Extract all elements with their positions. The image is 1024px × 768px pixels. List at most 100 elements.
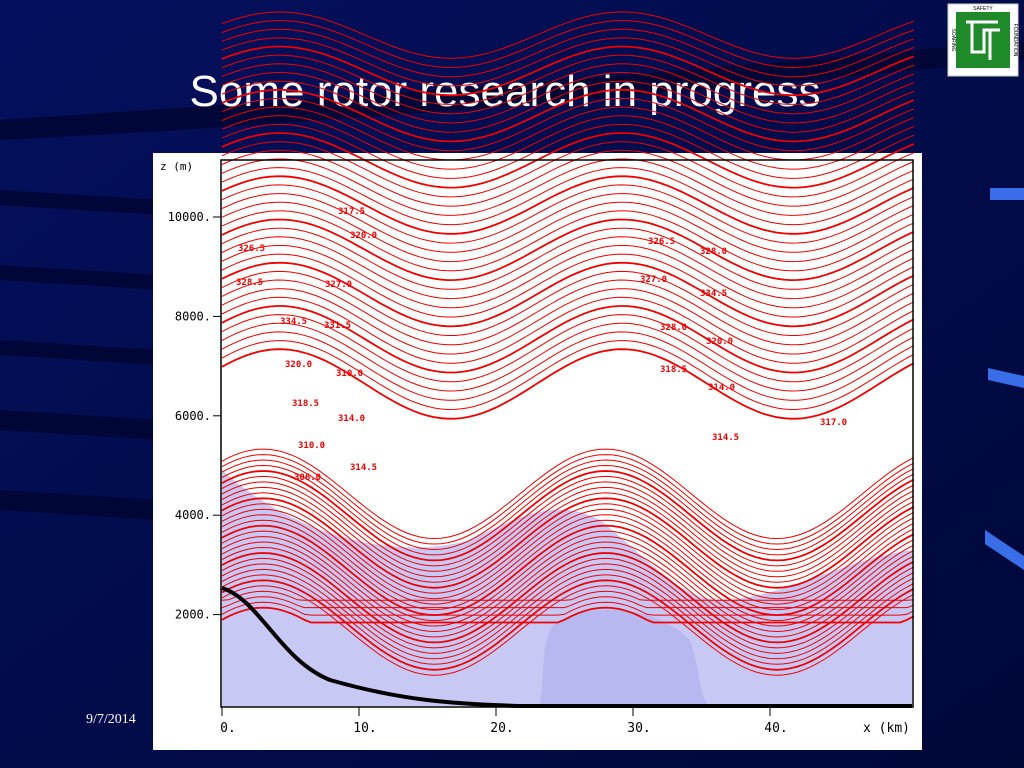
contour-label: 317.5 (338, 207, 365, 217)
rotor-core (540, 609, 710, 706)
contour-line (221, 574, 915, 665)
contour-line (221, 348, 915, 420)
contour-label: 334.5 (700, 289, 727, 299)
contour-line (221, 97, 914, 152)
bullet-marks (985, 188, 1024, 570)
contour-line (221, 11, 914, 59)
contour-line (221, 80, 914, 133)
y-tick-label: 2000. (175, 608, 211, 622)
contour-line (221, 296, 915, 364)
contour-label: 328.5 (236, 278, 263, 288)
contour-line (221, 331, 915, 401)
x-tick-label: 0. (220, 721, 236, 736)
contour-line (221, 245, 915, 309)
contour-line (221, 497, 915, 589)
y-tick-label: 8000. (175, 309, 211, 323)
contour-line (221, 132, 915, 189)
contour-line (221, 305, 915, 374)
contour-line (221, 37, 914, 87)
contour-label: 314.5 (712, 433, 739, 443)
contour-line (221, 63, 914, 115)
contour-line (221, 201, 915, 263)
plot-frame (220, 159, 914, 708)
contour-line (221, 470, 915, 562)
contour-line (221, 486, 915, 578)
x-tick-label: 20. (490, 721, 513, 736)
contour-label: 314.0 (338, 414, 365, 424)
contour-line (221, 585, 915, 676)
contour-label: 328.0 (660, 323, 687, 333)
contour-line (221, 236, 915, 300)
contour-line (221, 596, 914, 609)
contour-line (221, 492, 915, 583)
contour-line (221, 72, 914, 124)
contour-line (221, 270, 915, 336)
contour-line (221, 253, 915, 318)
contour-line (221, 322, 915, 392)
contour-line (221, 454, 915, 545)
contour-label: 334.5 (280, 317, 307, 327)
x-tick-label: 40. (764, 721, 787, 736)
contour-line (221, 536, 915, 627)
contour-line (221, 115, 914, 170)
x-tick-label: 10. (353, 721, 376, 736)
contour-label: 310.0 (298, 441, 325, 451)
contour-line (221, 227, 915, 290)
contour-line (221, 261, 915, 328)
y-tick-label: 6000. (175, 409, 211, 423)
x-tick-label: 30. (627, 721, 650, 736)
slide-title: Some rotor research in progress (190, 67, 821, 116)
contour-label: 326.5 (238, 244, 265, 254)
contour-line (221, 158, 915, 216)
terrain (221, 586, 912, 708)
contour-label: 318.5 (292, 399, 319, 409)
contour-line (221, 541, 915, 633)
contour-line (221, 288, 915, 355)
contour-line (221, 28, 914, 78)
contour-label: 310.0 (336, 369, 363, 379)
contour-line (221, 459, 915, 551)
contour-line (221, 508, 915, 600)
x-axis-label: x (km) (863, 721, 910, 736)
contour-line (221, 167, 915, 226)
contour-line (221, 218, 915, 282)
contour-label: 317.0 (820, 418, 847, 428)
contour-line (221, 141, 914, 198)
contour-line (221, 184, 915, 244)
contour-label: 326.5 (648, 237, 675, 247)
contour-line (221, 464, 915, 556)
contour-line (221, 279, 915, 346)
y-tick-label: 4000. (175, 508, 211, 522)
contour-line (221, 546, 915, 638)
contour-line (221, 123, 914, 179)
contour-label: 327.0 (325, 280, 352, 290)
contour-line (221, 340, 915, 411)
contour-label: 306.0 (294, 473, 321, 483)
contour-line (221, 210, 915, 272)
contour-line (221, 503, 915, 594)
contour-label: 328.0 (700, 247, 727, 257)
logo-text: FOUNDATION (1012, 24, 1018, 57)
contour-label: 318.5 (660, 365, 687, 375)
figure: 10000. 8000. 6000. 4000. 2000. z (m) 0. 10. 20. 3… (153, 11, 922, 750)
contour-label: 320.0 (706, 337, 733, 347)
contour-line (221, 475, 915, 567)
contour-label: 331.5 (324, 321, 351, 331)
contour-line (221, 20, 914, 69)
contour-line (221, 579, 915, 671)
contour-line (221, 519, 915, 611)
contour-line (221, 524, 915, 617)
contour-line (221, 568, 915, 660)
contour-line (221, 481, 915, 572)
contour-line (221, 45, 915, 97)
contour-label: 314.0 (708, 383, 735, 393)
contour-line (221, 557, 915, 649)
contour-line (221, 552, 915, 644)
contour-line (221, 54, 914, 105)
contour-label: 314.5 (350, 463, 377, 473)
contour-line (221, 175, 915, 235)
contour-line (221, 149, 915, 207)
logo: SAFETY SOARING FOUNDATION (947, 3, 1019, 77)
contour-label: 320.0 (350, 231, 377, 241)
